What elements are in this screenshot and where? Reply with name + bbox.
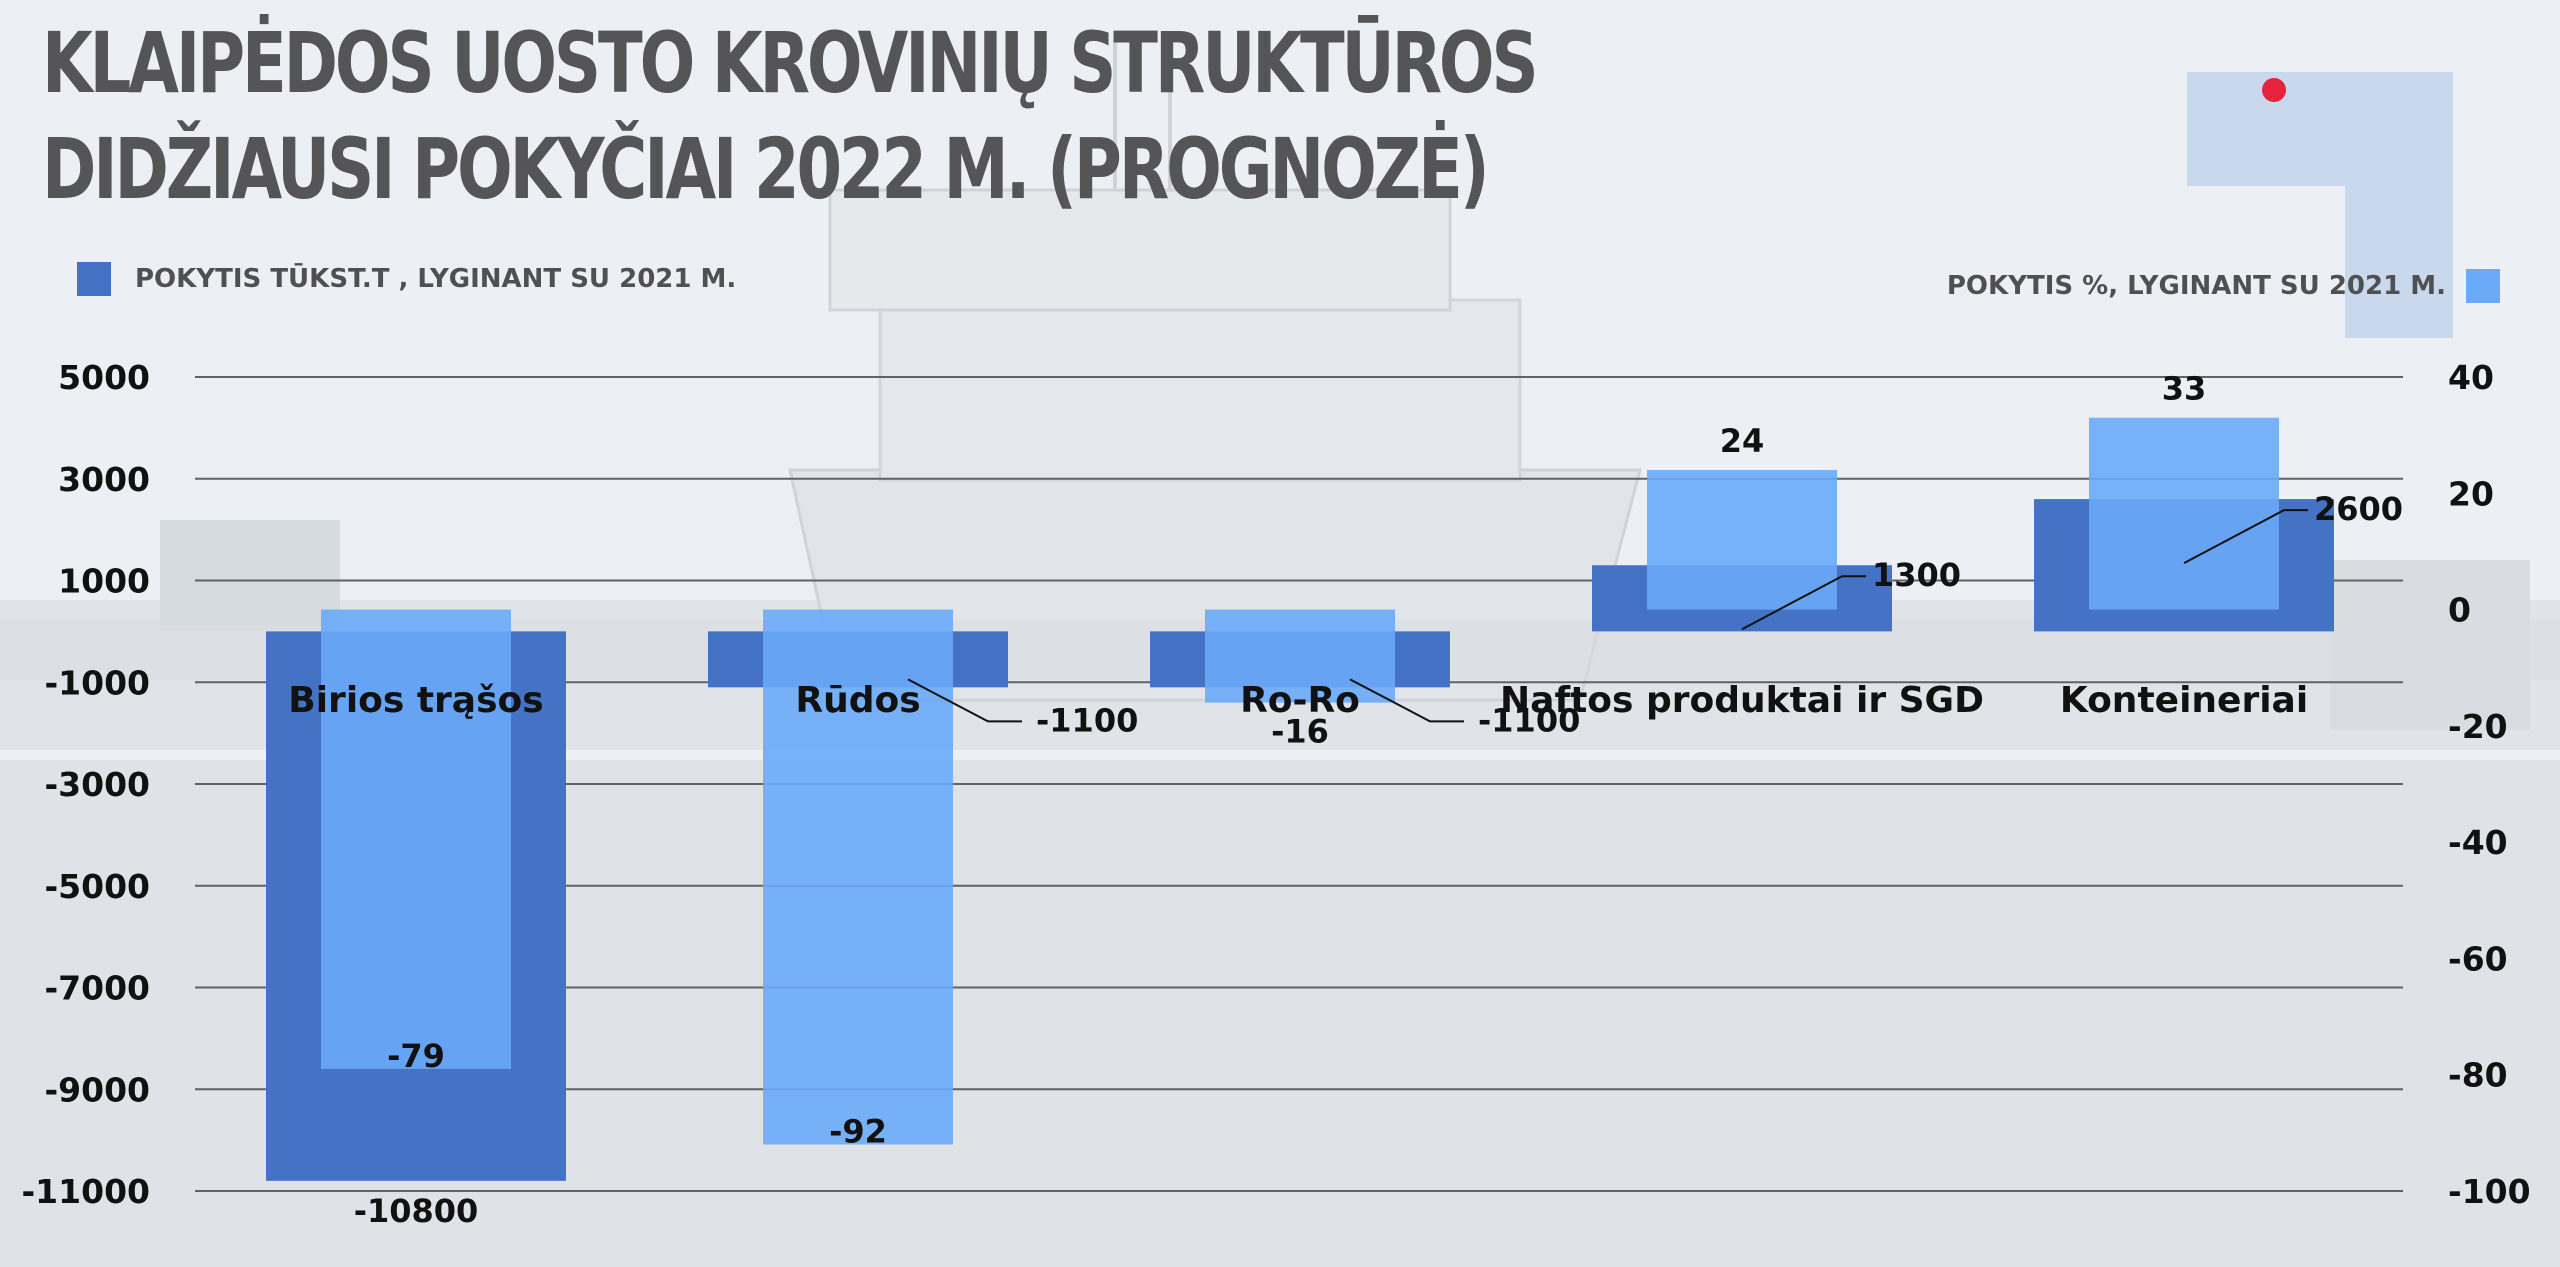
y-right-tick-label: -40 — [2448, 823, 2508, 862]
data-label-percent: -79 — [387, 1037, 445, 1075]
y-right-tick-label: -80 — [2448, 1056, 2508, 1095]
data-label-tonnes: 2600 — [2314, 490, 2403, 528]
legend-tonnes-swatch — [77, 262, 111, 296]
category-label: Ro-Ro — [1240, 680, 1360, 721]
leader-line — [2183, 509, 2308, 564]
category-label: Konteineriai — [2060, 680, 2308, 721]
category-label: Rūdos — [795, 680, 920, 721]
y-left-tick-label: 5000 — [58, 358, 150, 397]
y-right-tick-label: 40 — [2448, 358, 2494, 397]
bar-percent — [2089, 417, 2279, 610]
corner-decoration — [2187, 72, 2453, 338]
data-label-tonnes: -1100 — [1478, 701, 1580, 739]
y-left-tick-label: -7000 — [44, 969, 150, 1008]
category-label: Naftos produktai ir SGD — [1500, 680, 1984, 721]
legend-tonnes-label: POKYTIS TŪKST.T , LYGINANT SU 2021 M. — [135, 264, 737, 294]
page-title: KLAIPĖDOS UOSTO KROVINIŲ STRUKTŪROS DIDŽ… — [42, 14, 1539, 218]
title-red-dot — [2262, 78, 2286, 102]
y-left-tick-label: -3000 — [44, 765, 150, 804]
y-left-tick-label: -9000 — [44, 1070, 150, 1109]
legend-tonnes: POKYTIS TŪKST.T , LYGINANT SU 2021 M. — [77, 262, 736, 296]
leader-line — [1349, 678, 1464, 723]
legend-percent-swatch — [2466, 269, 2500, 303]
data-label-tonnes: 1300 — [1872, 556, 1961, 594]
data-label-tonnes: -10800 — [354, 1192, 479, 1230]
data-label-tonnes: -1100 — [1036, 701, 1138, 739]
y-right-tick-label: -20 — [2448, 707, 2508, 746]
y-left-tick-label: 1000 — [58, 562, 150, 601]
legend-percent-label: POKYTIS %, LYGINANT SU 2021 M. — [1946, 271, 2446, 301]
bar-percent — [321, 609, 511, 1069]
y-right-tick-label: 20 — [2448, 474, 2494, 513]
bar-percent — [763, 609, 953, 1145]
leader-line — [1741, 575, 1866, 631]
y-right-tick-label: -100 — [2448, 1172, 2531, 1211]
y-right-tick-label: -60 — [2448, 939, 2508, 978]
bar-percent — [1647, 470, 1837, 610]
y-left-tick-label: -11000 — [21, 1172, 150, 1211]
data-label-percent: 24 — [1720, 422, 1765, 460]
legend-percent: POKYTIS %, LYGINANT SU 2021 M. — [1947, 269, 2500, 303]
leader-line — [907, 678, 1022, 723]
category-label: Birios trąšos — [288, 680, 543, 721]
y-right-tick-label: 0 — [2448, 591, 2471, 630]
data-label-percent: -92 — [829, 1112, 887, 1150]
data-label-percent: -16 — [1271, 713, 1329, 751]
y-left-tick-label: -5000 — [44, 867, 150, 906]
data-label-percent: 33 — [2162, 370, 2207, 408]
y-left-tick-label: 3000 — [58, 460, 150, 499]
y-left-tick-label: -1000 — [44, 663, 150, 702]
